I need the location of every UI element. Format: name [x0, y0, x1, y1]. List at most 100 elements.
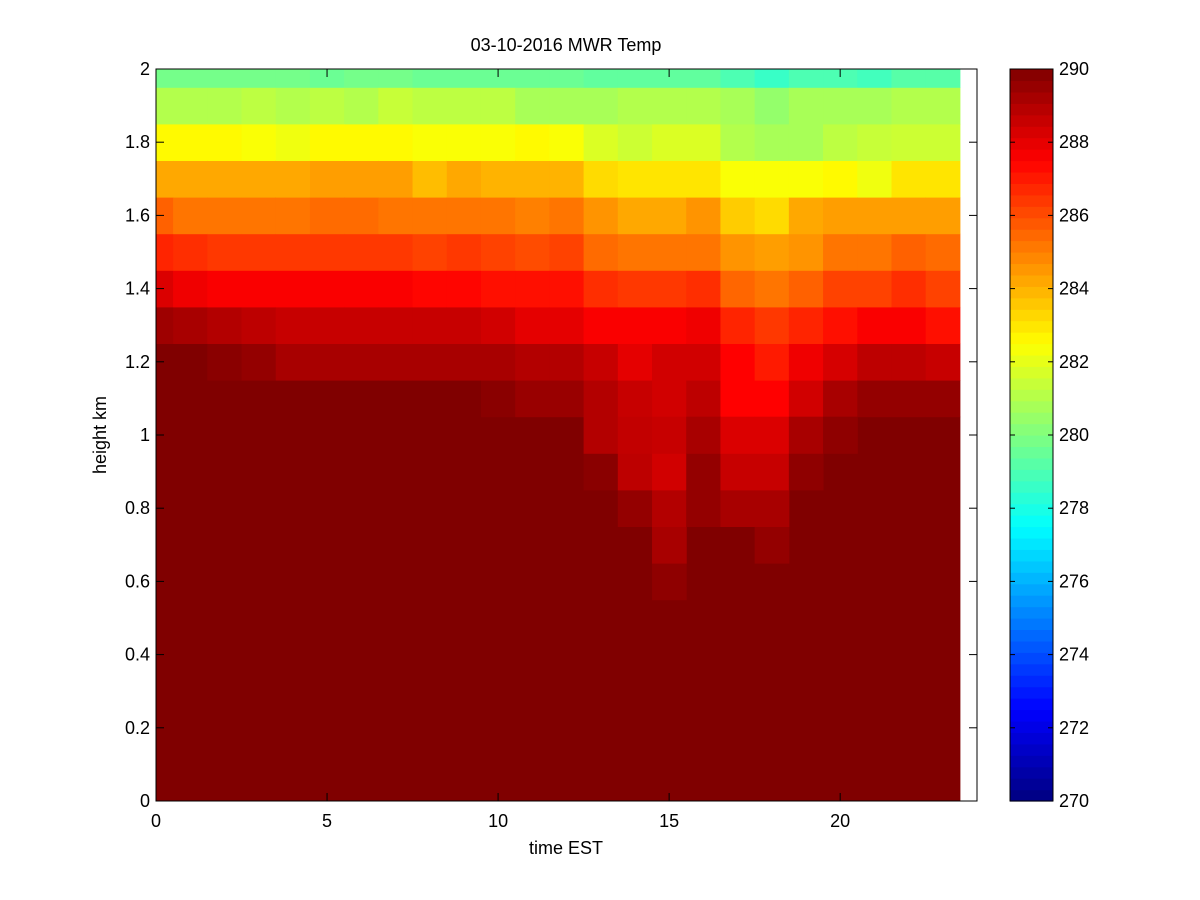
heatmap-cell [412, 123, 448, 161]
heatmap-cell [378, 380, 414, 418]
x-tick-label: 15 [659, 811, 679, 831]
colorbar-band [1010, 629, 1053, 642]
heatmap-cell [480, 87, 516, 125]
heatmap-cell [241, 69, 277, 88]
heatmap-cell [173, 233, 208, 271]
heatmap-cell [617, 87, 653, 125]
heatmap-cell [412, 233, 448, 271]
heatmap-cell [583, 87, 619, 125]
heatmap-cell [686, 380, 721, 418]
colorbar-tick-label: 280 [1059, 425, 1089, 445]
colorbar-band [1010, 457, 1053, 470]
colorbar-band [1010, 91, 1053, 104]
heatmap-cell [583, 270, 619, 308]
heatmap-cell [515, 197, 550, 235]
plot-area: 0 5 10 15 20 0 0.2 0.4 0.6 0.8 1 1.2 1.4 1.6 1.8 2 [125, 59, 978, 831]
heatmap-cell [446, 270, 482, 308]
heatmap-cell [378, 87, 414, 125]
heatmap-cell [173, 123, 208, 161]
heatmap-cell [446, 160, 482, 198]
y-tick-label: 1.4 [125, 279, 150, 299]
heatmap-cell [344, 380, 379, 418]
heatmap-cell [788, 197, 824, 235]
heatmap-cell [446, 233, 482, 271]
heatmap-cell [446, 69, 482, 88]
heatmap-cell [344, 343, 379, 381]
x-tick-label: 5 [322, 811, 332, 831]
colorbar-band [1010, 229, 1053, 242]
heatmap-cell [788, 233, 824, 271]
heatmap-cell [686, 69, 721, 88]
heatmap-cell [617, 343, 653, 381]
heatmap-cell [378, 306, 414, 344]
heatmap-cell [275, 416, 311, 802]
heatmap-cell [754, 380, 790, 418]
heatmap-cell [549, 306, 585, 344]
heatmap-cell [788, 87, 824, 125]
heatmap-cell [823, 380, 858, 418]
heatmap-cell [412, 343, 448, 381]
colorbar-band [1010, 549, 1053, 562]
heatmap-cell [207, 380, 243, 418]
heatmap-cell [720, 416, 756, 454]
heatmap-cell [754, 416, 790, 454]
colorbar-band [1010, 423, 1053, 436]
y-axis-label: height km [90, 396, 110, 474]
colorbar-band [1010, 640, 1053, 653]
colorbar-band [1010, 171, 1053, 184]
heatmap-cell [412, 270, 448, 308]
heatmap-cell [652, 87, 687, 125]
colorbar-band [1010, 698, 1053, 711]
heatmap-cell [275, 197, 311, 235]
colorbar-band [1010, 492, 1053, 505]
x-axis-label: time EST [529, 838, 603, 858]
heatmap-cell [617, 306, 653, 344]
heatmap-cell [156, 380, 174, 418]
heatmap-cell [173, 343, 208, 381]
heatmap-cell [925, 69, 961, 88]
heatmap-cell [925, 197, 961, 235]
colorbar-band [1010, 297, 1053, 310]
heatmap-cell [480, 306, 516, 344]
y-tick-label: 0.6 [125, 571, 150, 591]
heatmap-cell [686, 343, 721, 381]
colorbar-band [1010, 789, 1053, 802]
heatmap-cell [207, 87, 243, 125]
colorbar-tick-label: 270 [1059, 791, 1089, 811]
heatmap-cell [617, 233, 653, 271]
heatmap-cell [207, 416, 243, 802]
colorbar-band [1010, 537, 1053, 550]
colorbar-band [1010, 69, 1053, 82]
heatmap-cell [754, 526, 790, 564]
heatmap-cell [309, 87, 345, 125]
heatmap-cell [652, 380, 687, 418]
heatmap-cell [617, 270, 653, 308]
heatmap-cell [891, 343, 927, 381]
colorbar-tick-label: 282 [1059, 352, 1089, 372]
heatmap-cell [652, 526, 687, 564]
heatmap-cell [309, 343, 345, 381]
colorbar-band [1010, 572, 1053, 585]
heatmap-cell [891, 233, 927, 271]
colorbar-band [1010, 206, 1053, 219]
heatmap-cell [788, 416, 824, 454]
heatmap-cell [686, 233, 721, 271]
heatmap-cell [173, 87, 208, 125]
heatmap-cell [823, 160, 858, 198]
heatmap-cell [515, 123, 550, 161]
heatmap-cell [686, 489, 721, 527]
heatmap-cell [583, 69, 619, 88]
heatmap-cell [891, 306, 927, 344]
heatmap-cell [925, 160, 961, 198]
colorbar-band [1010, 480, 1053, 493]
colorbar-band [1010, 377, 1053, 390]
y-tick-label: 0.4 [125, 645, 150, 665]
colorbar-band [1010, 400, 1053, 413]
y-tick-label: 1.2 [125, 352, 150, 372]
x-axis-ticks: 0 5 10 15 20 [151, 69, 850, 831]
colorbar-band [1010, 183, 1053, 196]
heatmap-cell [207, 69, 243, 88]
heatmap-cell [788, 453, 824, 491]
heatmap-cell [480, 343, 516, 381]
